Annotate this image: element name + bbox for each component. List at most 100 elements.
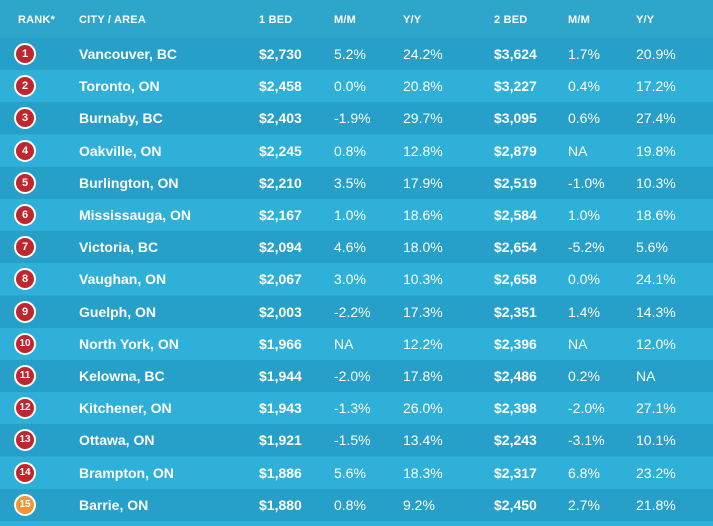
table-row: 3 Burnaby, BC $2,403 -1.9% 29.7% $3,095 0.6% 27… — [0, 102, 713, 135]
two-bed-price: $2,486 — [494, 368, 537, 384]
two-bed-yy: 18.6% — [636, 207, 676, 223]
two-bed-yy: 10.3% — [636, 174, 676, 191]
two-bed-price: $2,658 — [494, 271, 537, 288]
two-bed-price: $2,450 — [494, 496, 537, 513]
two-bed-yy: 24.1% — [636, 271, 676, 288]
two-bed-price: $2,243 — [494, 432, 537, 449]
rank-badge: 13 — [14, 429, 36, 452]
one-bed-yy: 20.8% — [403, 78, 443, 95]
two-bed-price: $3,624 — [494, 46, 537, 62]
city-cell: Kelowna, BC — [79, 368, 165, 384]
two-bed-mm: 1.0% — [568, 207, 600, 223]
two-bed-mm: 0.4% — [568, 78, 600, 95]
one-bed-mm: -1.3% — [334, 400, 371, 417]
one-bed-yy: 24.2% — [403, 46, 443, 62]
one-bed-yy: 12.2% — [403, 335, 443, 352]
table-row: 5 Burlington, ON $2,210 3.5% 17.9% $2,519 -1.0… — [0, 166, 713, 199]
one-bed-mm: -1.9% — [334, 110, 371, 127]
one-bed-yy: 12.8% — [403, 142, 443, 159]
two-bed-mm: 0.6% — [568, 110, 600, 127]
two-bed-mm: NA — [568, 335, 588, 352]
city-cell: Barrie, ON — [79, 496, 149, 513]
one-bed-price: $2,245 — [259, 142, 302, 159]
header-yy-1: Y/Y — [403, 14, 422, 26]
two-bed-yy: 10.1% — [636, 432, 676, 449]
two-bed-price: $3,095 — [494, 110, 537, 127]
rank-badge: 10 — [14, 332, 36, 355]
one-bed-yy: 18.0% — [403, 239, 443, 256]
one-bed-mm: 4.6% — [334, 239, 366, 256]
two-bed-yy: 5.6% — [636, 239, 668, 256]
one-bed-mm: 5.6% — [334, 464, 366, 481]
one-bed-price: $1,921 — [259, 432, 302, 449]
one-bed-yy: 29.7% — [403, 110, 443, 127]
one-bed-price: $2,003 — [259, 303, 302, 320]
header-yy-2: Y/Y — [636, 14, 655, 26]
two-bed-price: $2,879 — [494, 142, 537, 159]
two-bed-yy: 27.4% — [636, 110, 676, 127]
table-footer-strip — [0, 521, 713, 526]
two-bed-price: $2,584 — [494, 207, 537, 223]
one-bed-yy: 17.9% — [403, 174, 443, 191]
two-bed-mm: 2.7% — [568, 496, 600, 513]
header-city: CITY / AREA — [79, 14, 146, 26]
one-bed-yy: 18.6% — [403, 207, 443, 223]
two-bed-price: $2,351 — [494, 303, 537, 320]
two-bed-mm: 6.8% — [568, 464, 600, 481]
header-1-bed: 1 BED — [259, 14, 293, 26]
table-row: 14 Brampton, ON $1,886 5.6% 18.3% $2,317 6.8% 2… — [0, 456, 713, 489]
one-bed-yy: 9.2% — [403, 496, 435, 513]
one-bed-mm: -1.5% — [334, 432, 371, 449]
table-row: 12 Kitchener, ON $1,943 -1.3% 26.0% $2,398 -2.… — [0, 392, 713, 425]
rank-badge: 5 — [14, 171, 36, 194]
one-bed-price: $2,094 — [259, 239, 302, 256]
one-bed-yy: 17.3% — [403, 303, 443, 320]
rank-badge: 4 — [14, 139, 36, 162]
two-bed-price: $2,654 — [494, 239, 537, 256]
city-cell: Vaughan, ON — [79, 271, 167, 288]
city-cell: Mississauga, ON — [79, 207, 192, 223]
rank-badge: 12 — [14, 397, 36, 420]
rank-badge: 2 — [14, 75, 36, 98]
table-row: 10 North York, ON $1,966 NA 12.2% $2,396 NA 12.… — [0, 327, 713, 360]
city-cell: North York, ON — [79, 335, 179, 352]
table-row: 11 Kelowna, BC $1,944 -2.0% 17.8% $2,486 0.2% N… — [0, 360, 713, 392]
city-cell: Burlington, ON — [79, 174, 179, 191]
rank-badge: 15 — [14, 493, 36, 516]
city-cell: Guelph, ON — [79, 303, 156, 320]
rank-badge: 14 — [14, 461, 36, 484]
rank-badge: 7 — [14, 236, 36, 259]
one-bed-yy: 10.3% — [403, 271, 443, 288]
one-bed-mm: NA — [334, 335, 354, 352]
header-2-bed: 2 BED — [494, 14, 528, 26]
rank-badge: 9 — [14, 300, 36, 323]
two-bed-mm: -5.2% — [568, 239, 605, 256]
header-mm-1: M/M — [334, 14, 356, 26]
two-bed-yy: 20.9% — [636, 46, 676, 62]
two-bed-mm: 1.4% — [568, 303, 600, 320]
one-bed-mm: 0.0% — [334, 78, 366, 95]
two-bed-price: $2,519 — [494, 174, 537, 191]
two-bed-yy: 19.8% — [636, 142, 676, 159]
one-bed-yy: 18.3% — [403, 464, 443, 481]
one-bed-price: $2,210 — [259, 174, 302, 191]
one-bed-mm: 5.2% — [334, 46, 366, 62]
one-bed-mm: -2.0% — [334, 368, 371, 384]
two-bed-yy: 12.0% — [636, 335, 676, 352]
table-row: 7 Victoria, BC $2,094 4.6% 18.0% $2,654 -5.2% 5… — [0, 231, 713, 264]
two-bed-yy: NA — [636, 368, 656, 384]
rank-badge: 6 — [14, 204, 36, 226]
one-bed-mm: -2.2% — [334, 303, 371, 320]
city-cell: Vancouver, BC — [79, 46, 178, 62]
rank-badge: 1 — [14, 43, 36, 65]
one-bed-mm: 3.5% — [334, 174, 366, 191]
one-bed-price: $1,886 — [259, 464, 302, 481]
one-bed-mm: 0.8% — [334, 496, 366, 513]
table-row: 9 Guelph, ON $2,003 -2.2% 17.3% $2,351 1.4% 14.… — [0, 295, 713, 328]
one-bed-price: $1,943 — [259, 400, 302, 417]
city-cell: Ottawa, ON — [79, 432, 155, 449]
one-bed-price: $1,880 — [259, 496, 302, 513]
rank-badge: 3 — [14, 107, 36, 130]
one-bed-mm: 0.8% — [334, 142, 366, 159]
